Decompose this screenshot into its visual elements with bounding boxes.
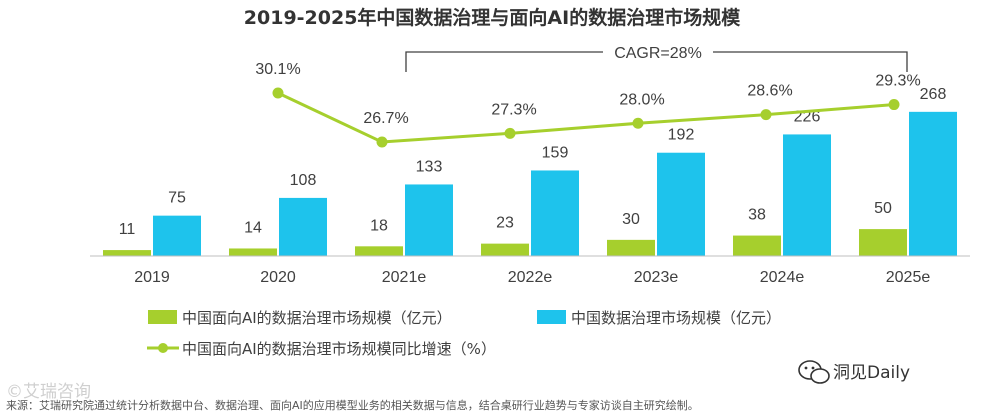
cagr-label-bg — [603, 42, 713, 62]
bar-data-gov-market-2023e — [657, 152, 705, 256]
watermark-brand: 洞见Daily — [833, 363, 910, 383]
bar-data-gov-market-2019 — [153, 215, 201, 256]
growth-line — [277, 91, 895, 144]
wechat-icon — [798, 360, 830, 384]
watermark-faint: ©艾瑞咨询 — [6, 382, 91, 402]
value-label-ai-market-2021e: 18 — [370, 217, 388, 234]
cagr-label: CAGR=28% — [614, 45, 702, 62]
x-tick-2023e: 2023e — [634, 269, 679, 286]
x-tick-2020: 2020 — [260, 269, 296, 286]
legend-swatch-ai-market — [148, 310, 177, 324]
value-label-ai-market-2020: 14 — [244, 219, 262, 236]
legend-label-ai-market: 中国面向AI的数据治理市场规模（亿元） — [182, 309, 452, 327]
growth-label-2022e: 27.3% — [491, 101, 536, 118]
value-label-ai-market-2025e: 50 — [874, 200, 892, 217]
legend-swatch-data-gov-market — [537, 310, 566, 324]
source-note: 来源：艾瑞研究院通过统计分析数据中台、数据治理、面向AI的应用模型业务的相关数据… — [6, 398, 699, 412]
value-label-data-gov-market-2020: 108 — [290, 172, 317, 189]
growth-label-2024e: 28.6% — [747, 83, 792, 100]
value-label-data-gov-market-2025e: 268 — [920, 86, 947, 103]
bar-data-gov-market-2024e — [783, 134, 831, 256]
growth-point-2024e — [760, 109, 772, 121]
watermark: 洞见Daily ©艾瑞咨询 — [6, 360, 910, 402]
cagr-bracket: CAGR=28% — [405, 42, 908, 72]
chart-title: 2019-2025年中国数据治理与面向AI的数据治理市场规模 — [244, 6, 741, 29]
growth-label-2021e: 26.7% — [363, 110, 408, 127]
x-tick-2019: 2019 — [134, 269, 170, 286]
value-label-ai-market-2024e: 38 — [748, 207, 766, 224]
value-label-ai-market-2022e: 23 — [496, 215, 514, 232]
bar-ai-market-2021e — [355, 246, 403, 256]
growth-point-2019 — [272, 87, 284, 99]
x-tick-2021e: 2021e — [382, 269, 427, 286]
growth-label-2023e: 28.0% — [619, 91, 664, 108]
growth-point-2022e — [504, 127, 516, 139]
bar-data-gov-market-2021e — [405, 184, 453, 256]
bar-ai-market-2024e — [733, 235, 781, 256]
growth-label-2019: 30.1% — [255, 61, 300, 78]
bar-ai-market-2019 — [103, 250, 151, 256]
x-tick-2022e: 2022e — [508, 269, 553, 286]
bar-ai-market-2023e — [607, 239, 655, 256]
growth-line-layer: 30.1% 26.7% 27.3% 28.0% 28.6% 29.3% — [255, 61, 921, 148]
bar-data-gov-market-2020 — [279, 197, 327, 256]
value-label-data-gov-market-2019: 75 — [168, 190, 186, 207]
growth-label-2025e: 29.3% — [875, 73, 920, 90]
bar-ai-market-2022e — [481, 243, 529, 256]
value-label-data-gov-market-2023e: 192 — [668, 127, 695, 144]
x-tick-2025e: 2025e — [886, 269, 931, 286]
legend-label-growth: 中国面向AI的数据治理市场规模同比增速（%） — [182, 340, 496, 358]
bar-data-gov-market-2022e — [531, 170, 579, 256]
growth-point-2023e — [632, 117, 644, 129]
bar-ai-market-2020 — [229, 248, 277, 256]
value-label-ai-market-2023e: 30 — [622, 211, 640, 228]
legend: 中国面向AI的数据治理市场规模（亿元） 中国数据治理市场规模（亿元） 中国面向A… — [147, 309, 781, 358]
legend-label-data-gov-market: 中国数据治理市场规模（亿元） — [571, 309, 781, 327]
x-tick-labels: 2019 2020 2021e 2022e 2023e 2024e 2025e — [134, 269, 930, 286]
value-label-ai-market-2019: 11 — [119, 221, 136, 238]
x-tick-2024e: 2024e — [760, 269, 805, 286]
growth-point-2025e — [888, 99, 900, 111]
value-label-data-gov-market-2021e: 133 — [416, 158, 443, 175]
growth-point-2021e — [376, 136, 388, 148]
value-label-data-gov-market-2022e: 159 — [542, 144, 569, 161]
bar-ai-market-2025e — [859, 229, 907, 256]
legend-swatch-growth-marker — [158, 343, 168, 353]
bar-data-gov-market-2025e — [909, 111, 957, 257]
